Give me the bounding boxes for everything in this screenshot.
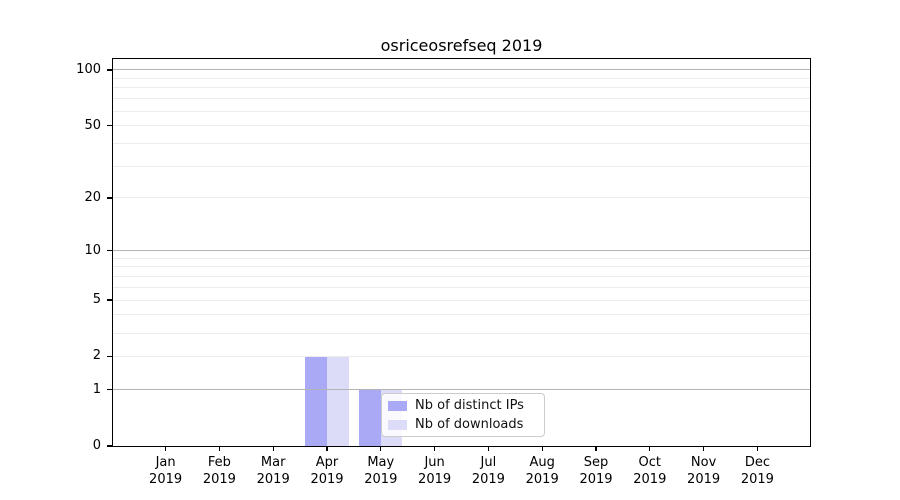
x-axis-tick-label: Oct 2019 bbox=[618, 454, 682, 488]
x-axis-tick-label: Jul 2019 bbox=[456, 454, 520, 488]
x-tick-year: 2019 bbox=[256, 472, 290, 487]
x-tick-month: Apr bbox=[315, 455, 339, 470]
x-tick-year: 2019 bbox=[579, 472, 613, 487]
y-axis-tick-label: 50 bbox=[84, 117, 101, 133]
x-axis-tick-label: Aug 2019 bbox=[510, 454, 574, 488]
x-axis-tick bbox=[756, 446, 759, 451]
y-axis-tick bbox=[106, 355, 112, 358]
x-tick-year: 2019 bbox=[418, 472, 452, 487]
x-axis-tick-label: Jun 2019 bbox=[403, 454, 467, 488]
x-axis-tick-label: Feb 2019 bbox=[187, 454, 251, 488]
x-axis-tick-label: Apr 2019 bbox=[295, 454, 359, 488]
x-axis-tick bbox=[649, 446, 651, 451]
legend-label-downloads: Nb of downloads bbox=[415, 417, 524, 432]
y-axis-tick-label: 10 bbox=[84, 242, 101, 258]
x-axis-tick bbox=[702, 446, 705, 451]
y-axis-tick-label: 100 bbox=[76, 61, 101, 77]
x-tick-month: Jun bbox=[424, 455, 445, 470]
x-axis-tick-label: Mar 2019 bbox=[241, 454, 305, 488]
x-tick-month: Aug bbox=[529, 455, 555, 470]
y-axis-tick-label: 20 bbox=[84, 189, 101, 205]
x-tick-year: 2019 bbox=[310, 472, 344, 487]
x-axis-tick bbox=[433, 446, 436, 451]
x-tick-year: 2019 bbox=[364, 472, 398, 487]
chart-title: osriceosrefseq 2019 bbox=[380, 36, 543, 55]
legend-entry-downloads: Nb of downloads bbox=[388, 417, 538, 432]
x-axis-tick-label: Jan 2019 bbox=[134, 454, 198, 488]
x-tick-month: Feb bbox=[207, 455, 231, 470]
x-tick-month: Mar bbox=[260, 455, 286, 470]
x-axis-tick-label: Dec 2019 bbox=[725, 454, 789, 488]
y-axis-tick bbox=[106, 299, 112, 301]
x-tick-month: Jan bbox=[155, 455, 176, 470]
axis-layer: 0 1 2 5 10 20 50 100 Jan 2019 Feb 2019 Mar 2019 Apr 201… bbox=[76, 59, 810, 487]
x-axis-tick bbox=[541, 446, 543, 451]
x-tick-month: May bbox=[367, 455, 395, 470]
x-axis-tick bbox=[380, 446, 382, 451]
x-tick-year: 2019 bbox=[149, 472, 183, 487]
y-axis-tick-label: 2 bbox=[92, 348, 101, 364]
x-tick-year: 2019 bbox=[633, 472, 667, 487]
y-axis-tick-label: 1 bbox=[92, 381, 101, 397]
y-axis-tick-label: 5 bbox=[92, 292, 101, 308]
y-axis-tick-label: 0 bbox=[92, 438, 101, 453]
bar-nb-of-distinct-ips-may bbox=[359, 389, 381, 446]
x-tick-year: 2019 bbox=[687, 472, 721, 487]
x-axis-tick-label: May 2019 bbox=[349, 454, 413, 488]
plot-area: 0 1 2 5 10 20 50 100 Jan 2019 Feb 2019 Mar 2019 Apr 201… bbox=[76, 58, 811, 487]
x-axis-tick bbox=[487, 446, 490, 451]
x-axis-tick bbox=[326, 446, 328, 451]
x-axis-tick bbox=[272, 446, 274, 451]
x-tick-year: 2019 bbox=[202, 472, 236, 487]
x-tick-month: Oct bbox=[638, 455, 662, 470]
x-axis-tick bbox=[218, 446, 221, 451]
x-axis-tick-label: Nov 2019 bbox=[672, 454, 736, 488]
x-axis-tick bbox=[595, 446, 597, 451]
legend-swatch-distinct-ips-icon bbox=[388, 400, 407, 411]
bar-nb-of-distinct-ips-apr bbox=[305, 356, 327, 446]
y-axis-tick bbox=[106, 197, 112, 199]
x-tick-month: Sep bbox=[583, 455, 609, 470]
y-axis-tick bbox=[106, 124, 112, 127]
x-axis-tick bbox=[164, 446, 167, 451]
y-axis-tick bbox=[106, 69, 112, 71]
y-axis-tick bbox=[106, 249, 112, 252]
y-axis-tick bbox=[106, 445, 112, 447]
y-axis-tick bbox=[106, 388, 112, 391]
bar-nb-of-downloads-apr bbox=[327, 356, 349, 446]
x-tick-year: 2019 bbox=[740, 472, 774, 487]
legend-entry-distinct-ips: Nb of distinct IPs bbox=[388, 398, 538, 413]
legend-label-distinct-ips: Nb of distinct IPs bbox=[415, 398, 524, 413]
x-axis-tick-label: Sep 2019 bbox=[564, 454, 628, 488]
x-tick-month: Jul bbox=[480, 455, 497, 470]
x-tick-month: Nov bbox=[690, 455, 717, 470]
legend-swatch-downloads-icon bbox=[388, 419, 407, 430]
legend: Nb of distinct IPs Nb of downloads bbox=[381, 393, 545, 437]
x-tick-year: 2019 bbox=[525, 472, 559, 487]
x-tick-month: Dec bbox=[744, 455, 770, 470]
x-tick-year: 2019 bbox=[471, 472, 505, 487]
